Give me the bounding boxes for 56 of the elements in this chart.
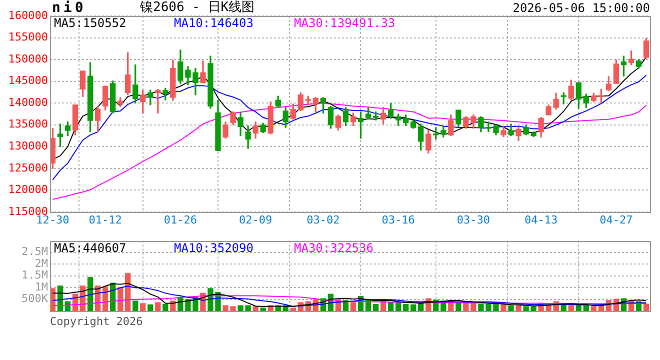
text: MA5:440607 xyxy=(54,240,128,255)
bar xyxy=(395,302,402,311)
bar xyxy=(148,304,154,311)
text: MA10:352090 xyxy=(174,240,254,255)
y-tick-label: 125000 xyxy=(8,161,48,174)
bar xyxy=(583,305,589,311)
x-tick-label: 03-30 xyxy=(456,213,490,226)
text: 2026-05-06 15:00:00 xyxy=(512,1,650,15)
bar xyxy=(508,305,514,311)
bar xyxy=(516,305,522,311)
text: MA10:146403 xyxy=(174,16,254,30)
bar xyxy=(410,304,416,311)
y-tick-label: 150000 xyxy=(8,52,48,66)
bar xyxy=(155,302,161,311)
y-tick-label: 155000 xyxy=(8,30,48,44)
y-tick-label: 130000 xyxy=(8,140,48,153)
text: MA5:150552 xyxy=(54,16,128,30)
bar xyxy=(643,304,650,311)
y-tick-label: 160000 xyxy=(8,8,48,22)
bar xyxy=(260,308,266,311)
text: MA30:322536 xyxy=(294,240,374,255)
y-tick-label: 1M xyxy=(34,280,48,294)
x-tick-label: 04-27 xyxy=(600,213,633,226)
text: MA30:139491.33 xyxy=(294,16,396,30)
x-tick-label: 01-26 xyxy=(164,213,197,226)
chart-subtitle: 镍2606 - 日K线图 xyxy=(140,0,255,15)
y-tick-label: 500K xyxy=(22,292,48,306)
x-tick-label: 04-13 xyxy=(524,213,558,226)
bar xyxy=(252,306,258,311)
chart-title: ni0 xyxy=(52,0,86,16)
text: Copyright 2026 xyxy=(50,315,143,329)
bar xyxy=(576,305,582,311)
bar xyxy=(290,308,296,311)
y-tick-label: 2.5M xyxy=(22,245,48,258)
bar xyxy=(402,304,409,311)
y-tick-label: 135000 xyxy=(8,118,48,131)
bar xyxy=(162,304,168,311)
y-tick-label: 120000 xyxy=(8,183,48,196)
bar xyxy=(132,300,138,311)
bar xyxy=(350,302,356,311)
y-tick-label: 2M xyxy=(34,256,48,270)
bar xyxy=(590,306,596,311)
bar xyxy=(117,287,124,311)
bar xyxy=(125,273,131,311)
bar xyxy=(388,302,394,311)
x-tick-label: 01-12 xyxy=(88,213,122,226)
x-tick-label: 03-16 xyxy=(382,213,415,226)
y-tick-label: 140000 xyxy=(8,96,48,109)
y-tick-label: 145000 xyxy=(8,74,48,88)
y-tick-label: 1.5M xyxy=(22,268,48,282)
bar xyxy=(372,304,379,311)
bar xyxy=(568,305,574,311)
x-tick-label: 03-02 xyxy=(306,213,340,226)
bar xyxy=(500,304,506,311)
x-tick-label: 02-09 xyxy=(238,213,272,226)
bar xyxy=(140,303,146,311)
